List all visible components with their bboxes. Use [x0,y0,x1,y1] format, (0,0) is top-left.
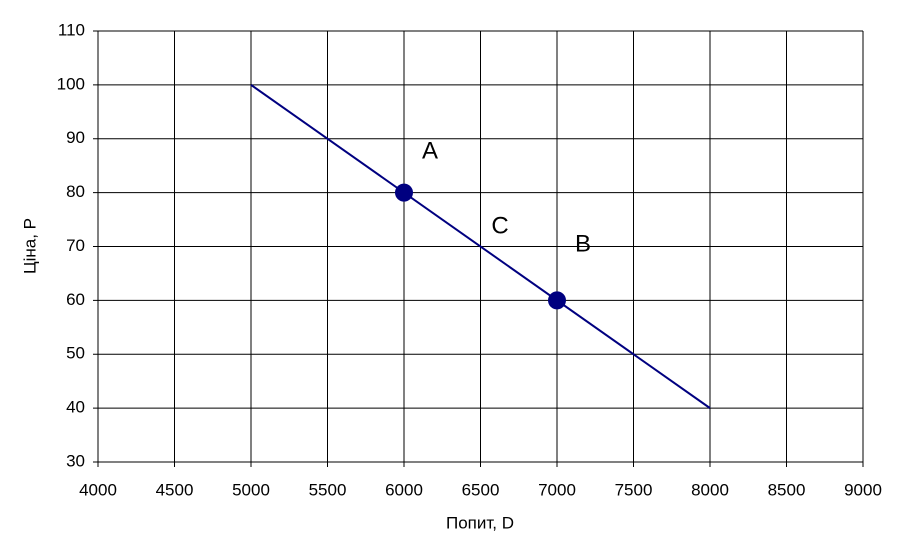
x-tick-label: 9000 [844,480,882,499]
annotation: C [491,212,508,239]
x-tick-label: 4000 [79,480,117,499]
point [548,291,566,310]
x-tick-label: 8000 [691,480,729,499]
x-tick-label: 4500 [156,480,194,499]
y-tick-label: 90 [66,128,85,147]
y-axis-label: Ціна, P [20,218,39,274]
annotation: B [575,230,591,257]
y-tick-label: 80 [66,182,85,201]
x-tick-label: 6500 [462,480,500,499]
x-tick-label: 6000 [385,480,423,499]
x-axis-label: Попит, D [446,513,514,532]
y-tick-label: 100 [57,74,85,93]
y-tick-label: 30 [66,451,85,470]
annotation: A [422,137,438,164]
x-tick-label: 7500 [615,480,653,499]
x-tick-label: 5500 [309,480,347,499]
x-tick-label: 7000 [538,480,576,499]
y-tick-label: 110 [58,20,85,39]
x-tick-label: 8500 [768,480,806,499]
point [395,183,413,202]
y-tick-label: 60 [66,290,85,309]
x-tick-label: 5000 [232,480,270,499]
y-tick-label: 40 [66,398,85,417]
y-tick-label: 50 [66,344,85,363]
line [250,84,711,409]
y-tick-label: 70 [66,236,85,255]
